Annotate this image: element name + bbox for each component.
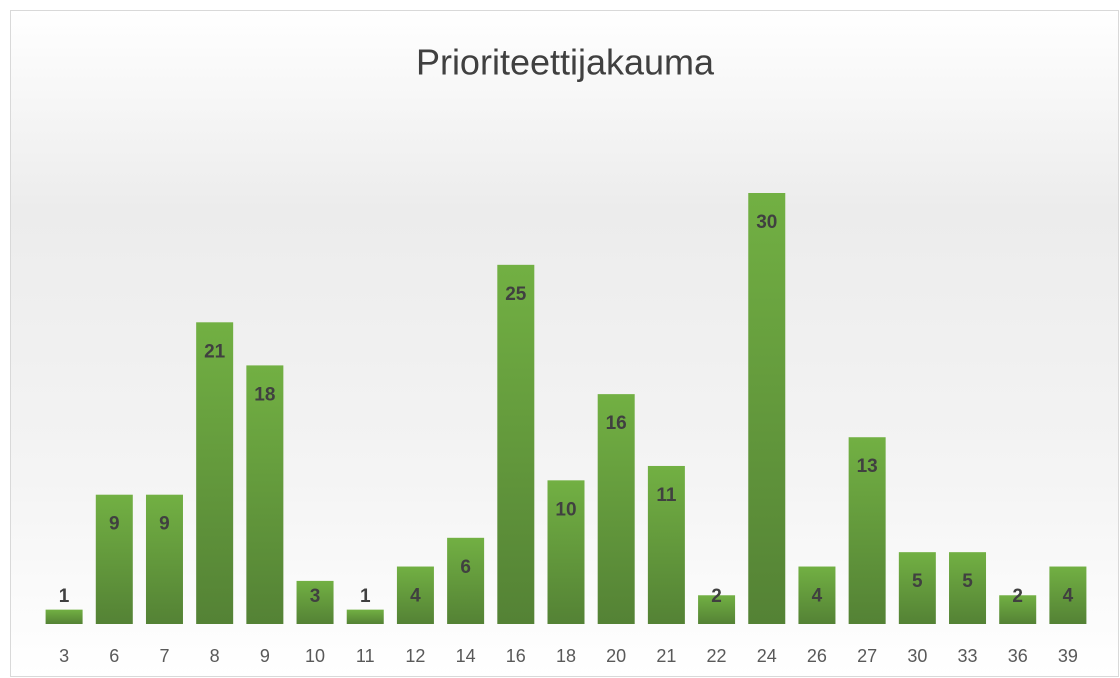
bar (196, 322, 234, 624)
x-tick-label: 16 (506, 646, 526, 666)
x-tick-label: 11 (356, 646, 375, 666)
data-label: 4 (1063, 586, 1074, 607)
data-label: 5 (912, 571, 923, 592)
data-label: 4 (410, 586, 421, 607)
data-label: 9 (159, 514, 170, 535)
x-tick-label: 39 (1058, 646, 1078, 666)
data-label: 2 (1012, 586, 1023, 607)
x-tick-label: 14 (456, 646, 476, 666)
data-label: 1 (59, 586, 70, 607)
bar (999, 595, 1037, 624)
data-label: 11 (656, 485, 677, 506)
x-tick-label: 36 (1008, 646, 1028, 666)
x-tick-label: 6 (109, 646, 119, 666)
x-tick-label: 24 (757, 646, 777, 666)
x-tick-label: 30 (907, 646, 927, 666)
bar (1049, 566, 1087, 624)
data-label: 6 (460, 557, 471, 578)
bar (45, 609, 83, 624)
data-label: 13 (857, 456, 878, 477)
bar (95, 494, 133, 624)
x-tick-label: 21 (656, 646, 676, 666)
bar (346, 609, 384, 624)
bar (698, 595, 736, 624)
data-label: 3 (310, 586, 321, 607)
x-tick-label: 3 (59, 646, 69, 666)
data-label: 21 (204, 341, 226, 362)
data-label: 10 (555, 499, 576, 520)
data-label: 9 (109, 514, 120, 535)
bar (748, 193, 786, 624)
bar (848, 437, 886, 624)
bar (647, 465, 685, 624)
x-tick-label: 22 (707, 646, 727, 666)
data-label: 16 (606, 413, 627, 434)
bar (145, 494, 183, 624)
bar (246, 365, 284, 624)
x-tick-label: 8 (210, 646, 220, 666)
data-label: 4 (812, 586, 823, 607)
data-label: 25 (505, 284, 527, 305)
x-tick-label: 27 (857, 646, 877, 666)
x-tick-label: 26 (807, 646, 827, 666)
bar (497, 264, 535, 624)
x-tick-label: 20 (606, 646, 626, 666)
x-tick-label: 18 (556, 646, 576, 666)
data-label: 5 (962, 571, 973, 592)
x-tick-label: 33 (958, 646, 978, 666)
bar (396, 566, 434, 624)
bar (597, 394, 635, 624)
x-tick-label: 7 (159, 646, 169, 666)
x-tick-label: 10 (305, 646, 325, 666)
bar (798, 566, 836, 624)
bar (447, 537, 485, 624)
bar (949, 552, 987, 624)
data-label: 30 (756, 212, 777, 233)
x-tick-label: 9 (260, 646, 270, 666)
bar (547, 480, 585, 624)
data-label: 1 (360, 586, 371, 607)
bar (296, 580, 334, 624)
x-tick-label: 12 (405, 646, 425, 666)
data-label: 2 (711, 586, 722, 607)
bar (898, 552, 936, 624)
data-label: 18 (254, 384, 275, 405)
chart-title: Prioriteettijakauma (416, 42, 715, 83)
